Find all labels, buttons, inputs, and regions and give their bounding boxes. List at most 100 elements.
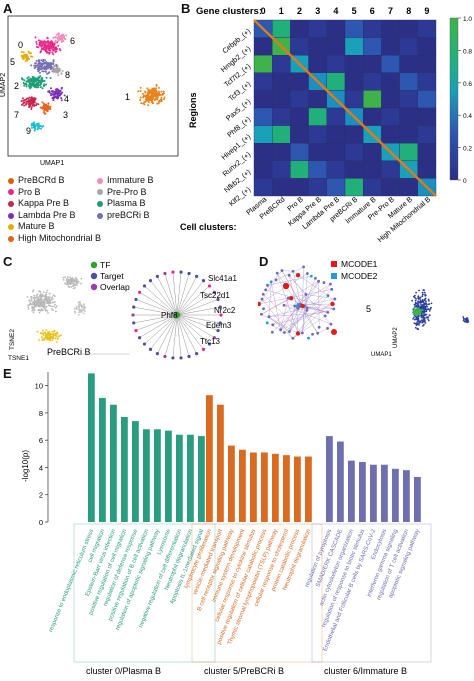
bar — [99, 397, 106, 522]
heatmap-cell — [417, 72, 437, 91]
umap-point — [27, 50, 30, 53]
enrichment-bar-chart: 0 2 4 6 8 10 -log10(p) response to endoplasmi… — [21, 372, 432, 676]
umap-point — [44, 70, 47, 73]
umap-point — [55, 67, 58, 70]
tsne-point — [51, 296, 54, 298]
umap-point — [36, 64, 39, 67]
tsne-point — [44, 336, 47, 338]
tsne-point — [70, 278, 73, 281]
umap-point — [421, 291, 424, 294]
umap-point — [423, 320, 426, 323]
tsne-point — [84, 306, 86, 309]
tsne-point — [51, 339, 54, 342]
umap-point — [54, 88, 57, 91]
umap-point — [32, 80, 35, 83]
heatmap-cell — [417, 160, 437, 179]
cluster-label-0: 0 — [18, 40, 23, 50]
tsne-point — [43, 307, 46, 310]
umap-point — [33, 124, 36, 127]
network-node — [307, 336, 310, 340]
umap-point — [32, 100, 35, 103]
tsne-point — [72, 287, 75, 290]
legend-dot — [8, 235, 14, 242]
umap-point — [417, 316, 419, 318]
umap-point — [414, 299, 417, 302]
network-edge — [176, 314, 182, 358]
heatmap-cell — [290, 142, 309, 161]
umap-point — [40, 45, 43, 48]
heatmap-cell — [253, 72, 273, 91]
umap-point — [425, 304, 428, 306]
umap-point — [39, 75, 42, 78]
network-node — [305, 272, 309, 275]
network-edge — [176, 285, 210, 316]
umap-point — [37, 63, 40, 65]
network-edge — [272, 308, 299, 333]
umap-point — [58, 69, 61, 72]
umap-point — [417, 304, 420, 306]
tsne-point — [48, 335, 51, 338]
tsne-point — [42, 291, 45, 294]
gene-cluster-id: 7 — [388, 6, 393, 16]
network-node — [330, 287, 334, 291]
heatmap-cell — [308, 19, 328, 38]
heatmap-cell — [344, 160, 364, 179]
tsne-point — [46, 310, 49, 312]
tsne-point — [70, 280, 72, 283]
umap-point — [49, 77, 52, 79]
umap-point — [46, 36, 49, 39]
heatmap-cell — [253, 107, 273, 126]
overlap-legend-label: Overlap — [100, 282, 130, 292]
y-axis-label: -log10(p) — [21, 450, 30, 482]
umap-point — [56, 64, 59, 67]
network-edge — [265, 270, 283, 291]
umap-point — [43, 43, 46, 46]
umap-point — [41, 40, 43, 43]
umap-point — [147, 90, 150, 93]
target-legend-dot — [90, 272, 98, 280]
tsne-point — [47, 312, 49, 314]
umap-point — [50, 47, 53, 50]
cluster-label-5: 5 — [10, 57, 15, 67]
tsne-point — [49, 304, 52, 307]
umap-point — [156, 98, 159, 101]
network-edge — [133, 314, 178, 324]
bar — [326, 436, 333, 522]
umap-point — [47, 102, 50, 105]
network-node — [155, 351, 159, 356]
colorbar — [449, 17, 459, 181]
network-node — [260, 312, 263, 316]
legend-label: Plasma B — [107, 198, 146, 209]
umap-point — [36, 123, 39, 126]
network-node — [137, 336, 142, 340]
network-node — [179, 356, 183, 360]
gene-label-edem3: Edem3 — [206, 321, 232, 330]
heatmap-cell — [253, 55, 273, 74]
cluster-label-9: 9 — [26, 126, 31, 136]
cluster-label-4: 4 — [64, 94, 69, 104]
umap-point — [28, 106, 31, 109]
heatmap-cell — [290, 19, 309, 38]
network-node — [142, 284, 147, 288]
umap-point — [52, 53, 55, 56]
umap-point — [23, 104, 26, 107]
umap-point — [43, 48, 46, 51]
umap-point — [160, 98, 163, 101]
network-node — [326, 310, 330, 314]
umap-point — [147, 104, 150, 107]
network-node — [332, 307, 336, 311]
network-edge — [288, 275, 297, 307]
umap-point — [42, 40, 45, 43]
network-node — [288, 330, 291, 333]
heatmap-cell — [344, 55, 364, 74]
heatmap-cell — [381, 72, 400, 91]
tsne-point — [39, 299, 41, 302]
heatmap-cell — [253, 142, 273, 161]
network-node — [305, 308, 309, 312]
network-node — [311, 332, 314, 336]
tsne1-axis-label: TSNE1 — [8, 355, 29, 362]
tsne-point — [39, 304, 42, 307]
umap-point — [141, 92, 144, 95]
network-edge — [292, 295, 329, 339]
tsne-point — [28, 304, 31, 306]
